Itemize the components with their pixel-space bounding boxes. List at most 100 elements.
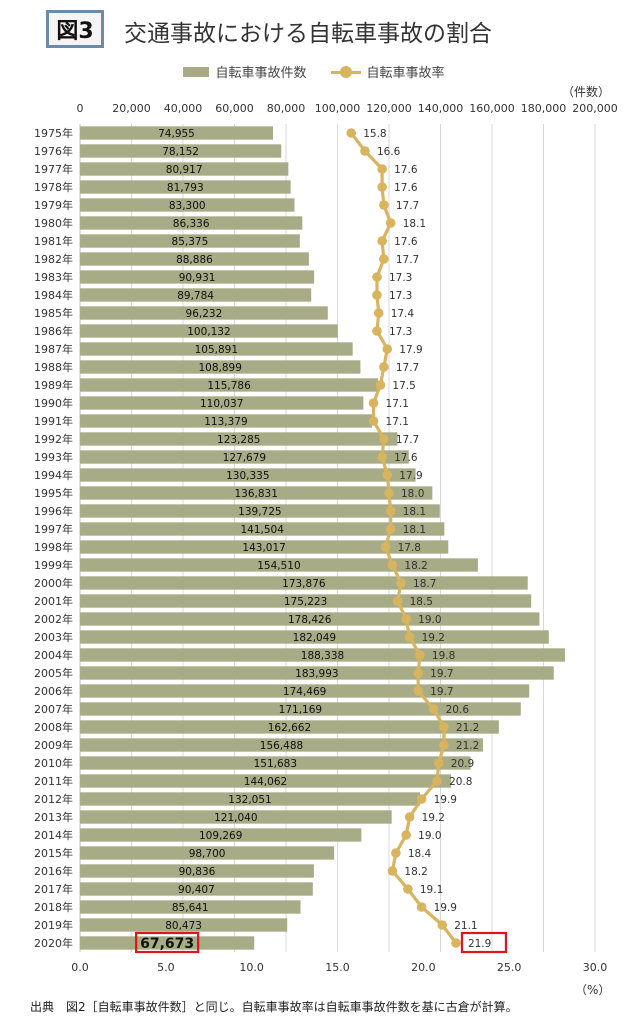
bar xyxy=(80,900,301,914)
rate-value-label: 20.6 xyxy=(446,704,470,716)
category-label: 1997年 xyxy=(34,522,73,536)
bottom-axis-tick-label: 10.0 xyxy=(239,961,264,974)
bar xyxy=(80,378,379,392)
rate-point xyxy=(451,938,461,948)
rate-value-label: 17.6 xyxy=(394,164,418,176)
rate-point xyxy=(401,614,411,624)
rate-value-label: 19.7 xyxy=(430,668,453,680)
bar xyxy=(80,720,499,734)
bar xyxy=(80,630,549,644)
category-label: 1987年 xyxy=(34,342,73,356)
top-axis-tick-label: 120,000 xyxy=(366,102,412,115)
category-label: 2004年 xyxy=(34,648,73,662)
bottom-axis-tick-label: 15.0 xyxy=(325,961,350,974)
bar-value-label: 136,831 xyxy=(234,488,277,500)
rate-point xyxy=(368,416,379,426)
category-label: 2007年 xyxy=(34,702,73,716)
category-label: 2012年 xyxy=(34,792,73,806)
bar-value-label: 110,037 xyxy=(200,398,243,410)
rate-value-label: 17.9 xyxy=(399,470,422,482)
bar xyxy=(80,522,445,536)
bar-value-label: 74,955 xyxy=(158,128,195,140)
category-label: 1992年 xyxy=(34,432,73,446)
rate-point xyxy=(375,380,386,390)
bar-value-label: 127,679 xyxy=(223,452,266,464)
bar xyxy=(80,126,274,140)
category-label: 1983年 xyxy=(34,270,73,284)
bar-value-label: 85,375 xyxy=(172,236,209,248)
legend-line-swatch-icon xyxy=(330,65,361,78)
rate-value-label: 19.7 xyxy=(430,686,453,698)
category-label: 1994年 xyxy=(34,468,73,482)
rate-value-label: 17.7 xyxy=(396,434,419,446)
rate-value-label: 18.1 xyxy=(403,524,426,536)
rate-value-label: 18.4 xyxy=(408,848,432,860)
bar-value-label: 175,223 xyxy=(284,596,327,608)
rate-value-label: 17.5 xyxy=(392,380,415,392)
rate-value-label: 19.2 xyxy=(422,632,445,644)
bar-value-label: 96,232 xyxy=(186,308,223,320)
bar-value-label: 67,673 xyxy=(140,936,194,952)
rate-point xyxy=(360,146,370,156)
rate-value-label: 18.0 xyxy=(401,488,424,500)
category-label: 1989年 xyxy=(34,378,73,392)
rate-value-label: 17.1 xyxy=(386,398,409,410)
rate-point xyxy=(377,164,387,174)
bar-value-label: 156,488 xyxy=(260,740,303,752)
rate-value-label: 17.3 xyxy=(389,272,412,284)
bottom-axis-tick-label: 30.0 xyxy=(583,961,608,974)
rate-point xyxy=(385,218,396,228)
bar-value-label: 162,662 xyxy=(268,722,311,734)
category-label: 2009年 xyxy=(34,738,73,752)
bar xyxy=(80,594,532,608)
bar xyxy=(80,432,398,446)
rate-value-label: 19.2 xyxy=(422,812,445,824)
category-label: 1995年 xyxy=(34,486,73,500)
bar xyxy=(80,702,521,716)
category-label: 2006年 xyxy=(34,684,73,698)
bar xyxy=(80,162,289,176)
rate-point xyxy=(413,668,423,678)
bar-value-label: 123,285 xyxy=(217,434,260,446)
line-series xyxy=(346,128,461,948)
rate-value-label: 18.1 xyxy=(403,506,426,518)
category-label: 2010年 xyxy=(34,756,73,770)
rate-point xyxy=(396,578,406,588)
bottom-axis-tick-label: 0.0 xyxy=(71,961,89,974)
bar xyxy=(80,540,449,554)
rate-point xyxy=(413,686,423,696)
rate-point xyxy=(401,830,411,840)
rate-point xyxy=(439,722,449,732)
rate-value-label: 17.4 xyxy=(391,308,415,320)
rate-value-label: 17.3 xyxy=(389,290,412,302)
top-axis-tick-label: 20,000 xyxy=(112,102,151,115)
category-label: 1990年 xyxy=(34,396,73,410)
bar-value-label: 141,504 xyxy=(240,524,284,536)
bottom-axis-tick-label: 5.0 xyxy=(157,961,175,974)
bar-value-label: 90,407 xyxy=(178,884,215,896)
category-label: 1975年 xyxy=(34,126,73,140)
bar-value-label: 188,338 xyxy=(301,650,344,662)
category-label: 1985年 xyxy=(34,306,73,320)
bar-value-label: 151,683 xyxy=(254,758,297,770)
bar-value-label: 144,062 xyxy=(244,776,287,788)
top-axis-tick-label: 0 xyxy=(77,102,84,115)
rate-value-label: 15.8 xyxy=(363,128,386,140)
rate-point xyxy=(392,596,403,606)
bottom-axis-tick-label: 20.0 xyxy=(411,961,436,974)
bar xyxy=(80,198,295,212)
rate-point xyxy=(432,776,442,786)
legend-item-bar: 自転車事故件数 xyxy=(183,62,307,81)
category-label: 1976年 xyxy=(34,144,73,158)
rate-value-label: 17.7 xyxy=(396,254,419,266)
rate-point xyxy=(391,848,401,858)
rate-value-label: 17.9 xyxy=(399,344,422,356)
bar xyxy=(80,180,291,194)
top-axis-tick-label: 160,000 xyxy=(469,102,515,115)
bar-value-label: 115,786 xyxy=(207,380,251,392)
category-label: 2017年 xyxy=(34,882,73,896)
rate-point xyxy=(380,542,391,552)
bar-value-label: 85,641 xyxy=(172,902,209,914)
bar-value-label: 171,169 xyxy=(279,704,322,716)
rate-point xyxy=(433,758,444,768)
